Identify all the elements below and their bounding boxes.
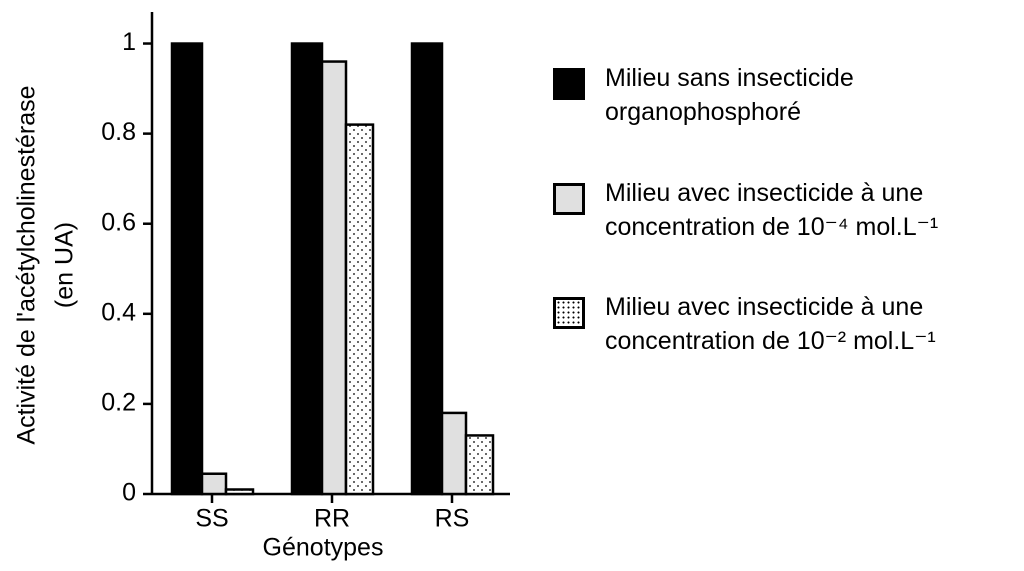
bar [170, 42, 204, 496]
x-tick-label: RS [435, 505, 470, 533]
bar [200, 472, 228, 496]
legend-swatch [553, 68, 585, 100]
x-tick-label: RR [314, 505, 350, 533]
y-axis-label: Activité de l'acétylcholinestérase [13, 85, 41, 444]
bar [410, 42, 444, 496]
x-axis-label: Génotypes [263, 534, 384, 562]
legend-label: Milieu avec insecticide à une concentrat… [605, 179, 939, 241]
legend-swatch [553, 183, 585, 215]
bar [320, 60, 348, 496]
y-tick-label: 0.6 [101, 208, 136, 236]
y-tick-label: 0 [122, 479, 136, 507]
legend-swatch [553, 297, 585, 329]
legend-label: Milieu avec insecticide à une concentrat… [605, 293, 936, 355]
bar [290, 42, 324, 496]
y-tick-label: 0.4 [101, 298, 136, 326]
y-tick-label: 0.8 [101, 118, 136, 146]
bar [344, 123, 375, 496]
y-tick-label: 0.2 [101, 389, 136, 417]
y-tick-label: 1 [122, 28, 136, 56]
bar [464, 434, 495, 496]
bar [224, 488, 255, 496]
bar [440, 411, 468, 496]
y-axis-label: (en UA) [51, 222, 79, 308]
x-tick-label: SS [195, 505, 228, 533]
legend-label: Milieu sans insecticide organophosphoré [605, 64, 854, 126]
